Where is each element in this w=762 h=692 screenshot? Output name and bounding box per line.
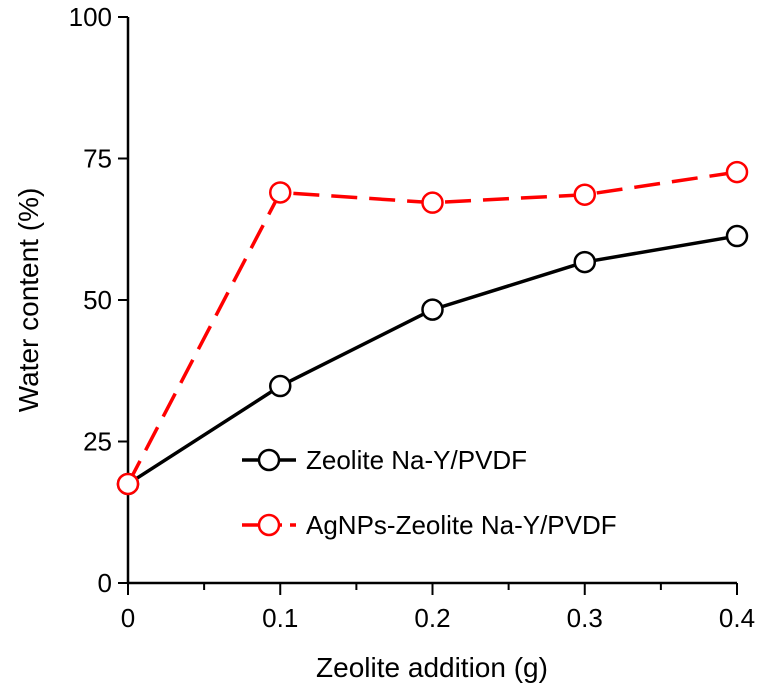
x-tick-label: 0.3	[567, 603, 603, 633]
legend-marker	[257, 448, 281, 472]
data-point	[269, 181, 292, 204]
y-tick-label: 75	[83, 144, 112, 174]
data-point	[725, 224, 749, 248]
x-tick-label: 0.4	[719, 603, 755, 633]
x-tick-label: 0.1	[262, 603, 298, 633]
data-point	[269, 374, 292, 398]
series-layer	[116, 160, 749, 496]
data-point	[116, 472, 140, 496]
data-point	[573, 183, 596, 206]
x-axis-title: Zeolite addition (g)	[316, 652, 548, 683]
series-line	[126, 170, 738, 485]
series-2	[116, 160, 749, 496]
legend: Zeolite Na-Y/PVDF AgNPs-Zeolite Na-Y/PVDF	[242, 445, 617, 540]
y-tick-label: 100	[69, 2, 112, 32]
data-point	[421, 191, 444, 214]
data-point	[725, 160, 749, 184]
x-tick-label: 0.2	[414, 603, 450, 633]
data-point	[573, 250, 596, 274]
legend-marker	[257, 513, 281, 537]
x-tick-label: 0	[121, 603, 135, 633]
y-tick-label: 0	[98, 568, 112, 598]
data-point	[421, 298, 444, 321]
y-axis-title: Water content (%)	[13, 188, 44, 413]
legend-label: Zeolite Na-Y/PVDF	[306, 445, 527, 475]
legend-label: AgNPs-Zeolite Na-Y/PVDF	[306, 510, 617, 540]
y-tick-label: 50	[83, 285, 112, 315]
axes: 0 25 50 75 100 0 0.1 0.2 0.3 0.4	[69, 2, 755, 633]
y-tick-label: 25	[83, 427, 112, 457]
